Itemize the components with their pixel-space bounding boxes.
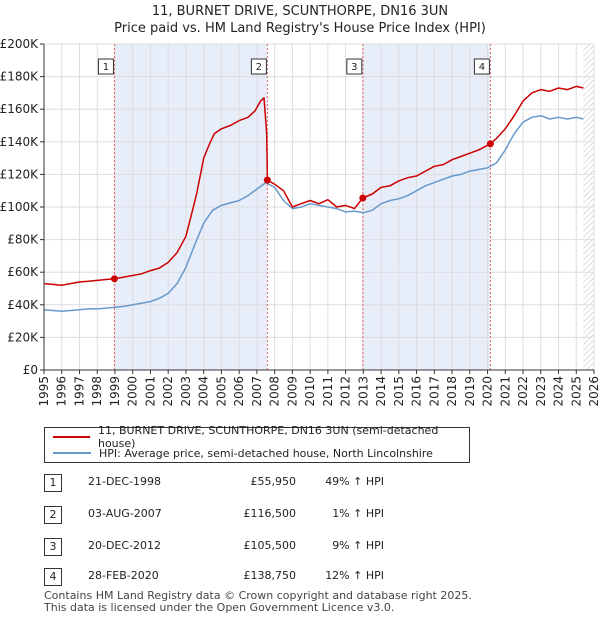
sale-point [263, 176, 271, 184]
x-tick-label: 2007 [250, 376, 264, 407]
sale-price: £116,500 [243, 507, 297, 520]
x-tick-label: 2000 [126, 376, 140, 407]
annotation-label: 3 [351, 62, 357, 73]
legend-label-hpi: HPI: Average price, semi-detached house,… [99, 446, 433, 460]
x-tick-label: 2011 [321, 376, 335, 407]
sale-date: 03-AUG-2007 [88, 507, 162, 520]
x-tick-label: 2025 [569, 376, 583, 407]
price-chart: 1 2 3 4 £0 £20K £40K £60K £80K £100K £120K £140K £16… [0, 37, 600, 407]
legend: 11, BURNET DRIVE, SCUNTHORPE, DN16 3UN (… [44, 424, 470, 463]
x-tick-label: 2015 [392, 376, 406, 407]
legend-item-property: 11, BURNET DRIVE, SCUNTHORPE, DN16 3UN (… [53, 424, 469, 450]
y-tick-label: £20K [7, 330, 39, 344]
x-tick-label: 2026 [587, 376, 600, 407]
sale-date: 28-FEB-2020 [88, 569, 159, 582]
y-tick-label: £160K [0, 102, 39, 116]
annotation-box [250, 58, 267, 75]
x-tick-label: 2014 [374, 376, 388, 407]
x-tick-label: 2004 [197, 376, 211, 407]
y-tick-label: £60K [7, 265, 39, 279]
sale-point [359, 194, 367, 202]
x-tick-label: 2021 [498, 376, 512, 407]
sale-hpi-diff: 9% ↑ HPI [332, 539, 384, 552]
annotation-box [346, 58, 363, 75]
sale-number-badge: 1 [44, 474, 62, 492]
x-tick-label: 2017 [427, 376, 441, 407]
legend-line-hpi [53, 452, 91, 454]
sale-hpi-diff: 12% ↑ HPI [325, 569, 384, 582]
x-tick-label: 1999 [108, 376, 122, 407]
table-row: 3 20-DEC-2012 £105,500 9% ↑ HPI [44, 538, 384, 556]
legend-label-property: 11, BURNET DRIVE, SCUNTHORPE, DN16 3UN (… [97, 424, 439, 450]
y-tick-label: £40K [7, 298, 39, 312]
x-tick-label: 2024 [552, 376, 566, 407]
footer-copyright: Contains HM Land Registry data © Crown c… [44, 589, 472, 602]
x-tick-label: 2023 [534, 376, 548, 407]
footer-licence: This data is licensed under the Open Gov… [44, 601, 395, 614]
table-row: 2 03-AUG-2007 £116,500 1% ↑ HPI [44, 506, 384, 524]
x-tick-label: 1997 [72, 376, 86, 407]
x-tick-label: 2001 [143, 376, 157, 407]
x-tick-label: 2010 [303, 376, 317, 407]
x-tick-label: 2003 [179, 376, 193, 407]
chart-title: 11, BURNET DRIVE, SCUNTHORPE, DN16 3UN [151, 4, 449, 19]
legend-item-hpi: HPI: Average price, semi-detached house,… [53, 445, 433, 461]
y-tick-label: £0 [23, 363, 38, 377]
annotation-label: 1 [103, 62, 109, 73]
annotation-label: 2 [256, 62, 262, 73]
x-tick-label: 2009 [285, 376, 299, 407]
x-tick-label: 2012 [339, 376, 353, 407]
table-row: 4 28-FEB-2020 £138,750 12% ↑ HPI [44, 568, 384, 586]
y-tick-label: £100K [0, 200, 39, 214]
sale-price: £105,500 [243, 539, 297, 552]
annotation-label: 4 [479, 62, 485, 73]
legend-line-property [53, 436, 90, 438]
x-tick-label: 2008 [268, 376, 282, 407]
x-tick-label: 1998 [90, 376, 104, 407]
y-tick-label: £180K [0, 70, 39, 84]
sale-number-badge: 3 [44, 538, 62, 556]
x-tick-label: 2019 [463, 376, 477, 407]
sale-date: 21-DEC-1998 [88, 475, 162, 488]
x-tick-label: 2022 [516, 376, 530, 407]
x-tick-label: 2016 [410, 376, 424, 407]
y-tick-label: £120K [0, 167, 39, 181]
sale-date: 20-DEC-2012 [88, 539, 162, 552]
y-tick-label: £140K [0, 135, 39, 149]
sale-hpi-diff: 1% ↑ HPI [332, 507, 384, 520]
chart-subtitle: Price paid vs. HM Land Registry's House … [114, 21, 486, 36]
y-tick-label: £80K [7, 233, 39, 247]
x-tick-label: 2002 [161, 376, 175, 407]
table-row: 1 21-DEC-1998 £55,950 49% ↑ HPI [44, 474, 384, 492]
sale-hpi-diff: 49% ↑ HPI [325, 475, 384, 488]
x-tick-label: 2020 [481, 376, 495, 407]
sale-price: £55,950 [250, 475, 297, 488]
x-tick-label: 2018 [445, 376, 459, 407]
footer: Contains HM Land Registry data © Crown c… [44, 590, 472, 614]
x-tick-label: 2006 [232, 376, 246, 407]
hpi-line [43, 114, 584, 313]
x-tick-label: 2005 [214, 376, 228, 407]
sale-point [486, 140, 494, 148]
x-tick-label: 1996 [55, 376, 69, 407]
sale-price: £138,750 [243, 569, 297, 582]
y-tick-label: £200K [0, 37, 39, 51]
sale-number-badge: 2 [44, 506, 62, 524]
sale-number-badge: 4 [44, 568, 62, 586]
annotation-box [97, 58, 114, 75]
x-tick-label: 1995 [37, 376, 51, 407]
annotation-box [473, 58, 490, 75]
sale-point [110, 275, 118, 283]
x-tick-label: 2013 [356, 376, 370, 407]
